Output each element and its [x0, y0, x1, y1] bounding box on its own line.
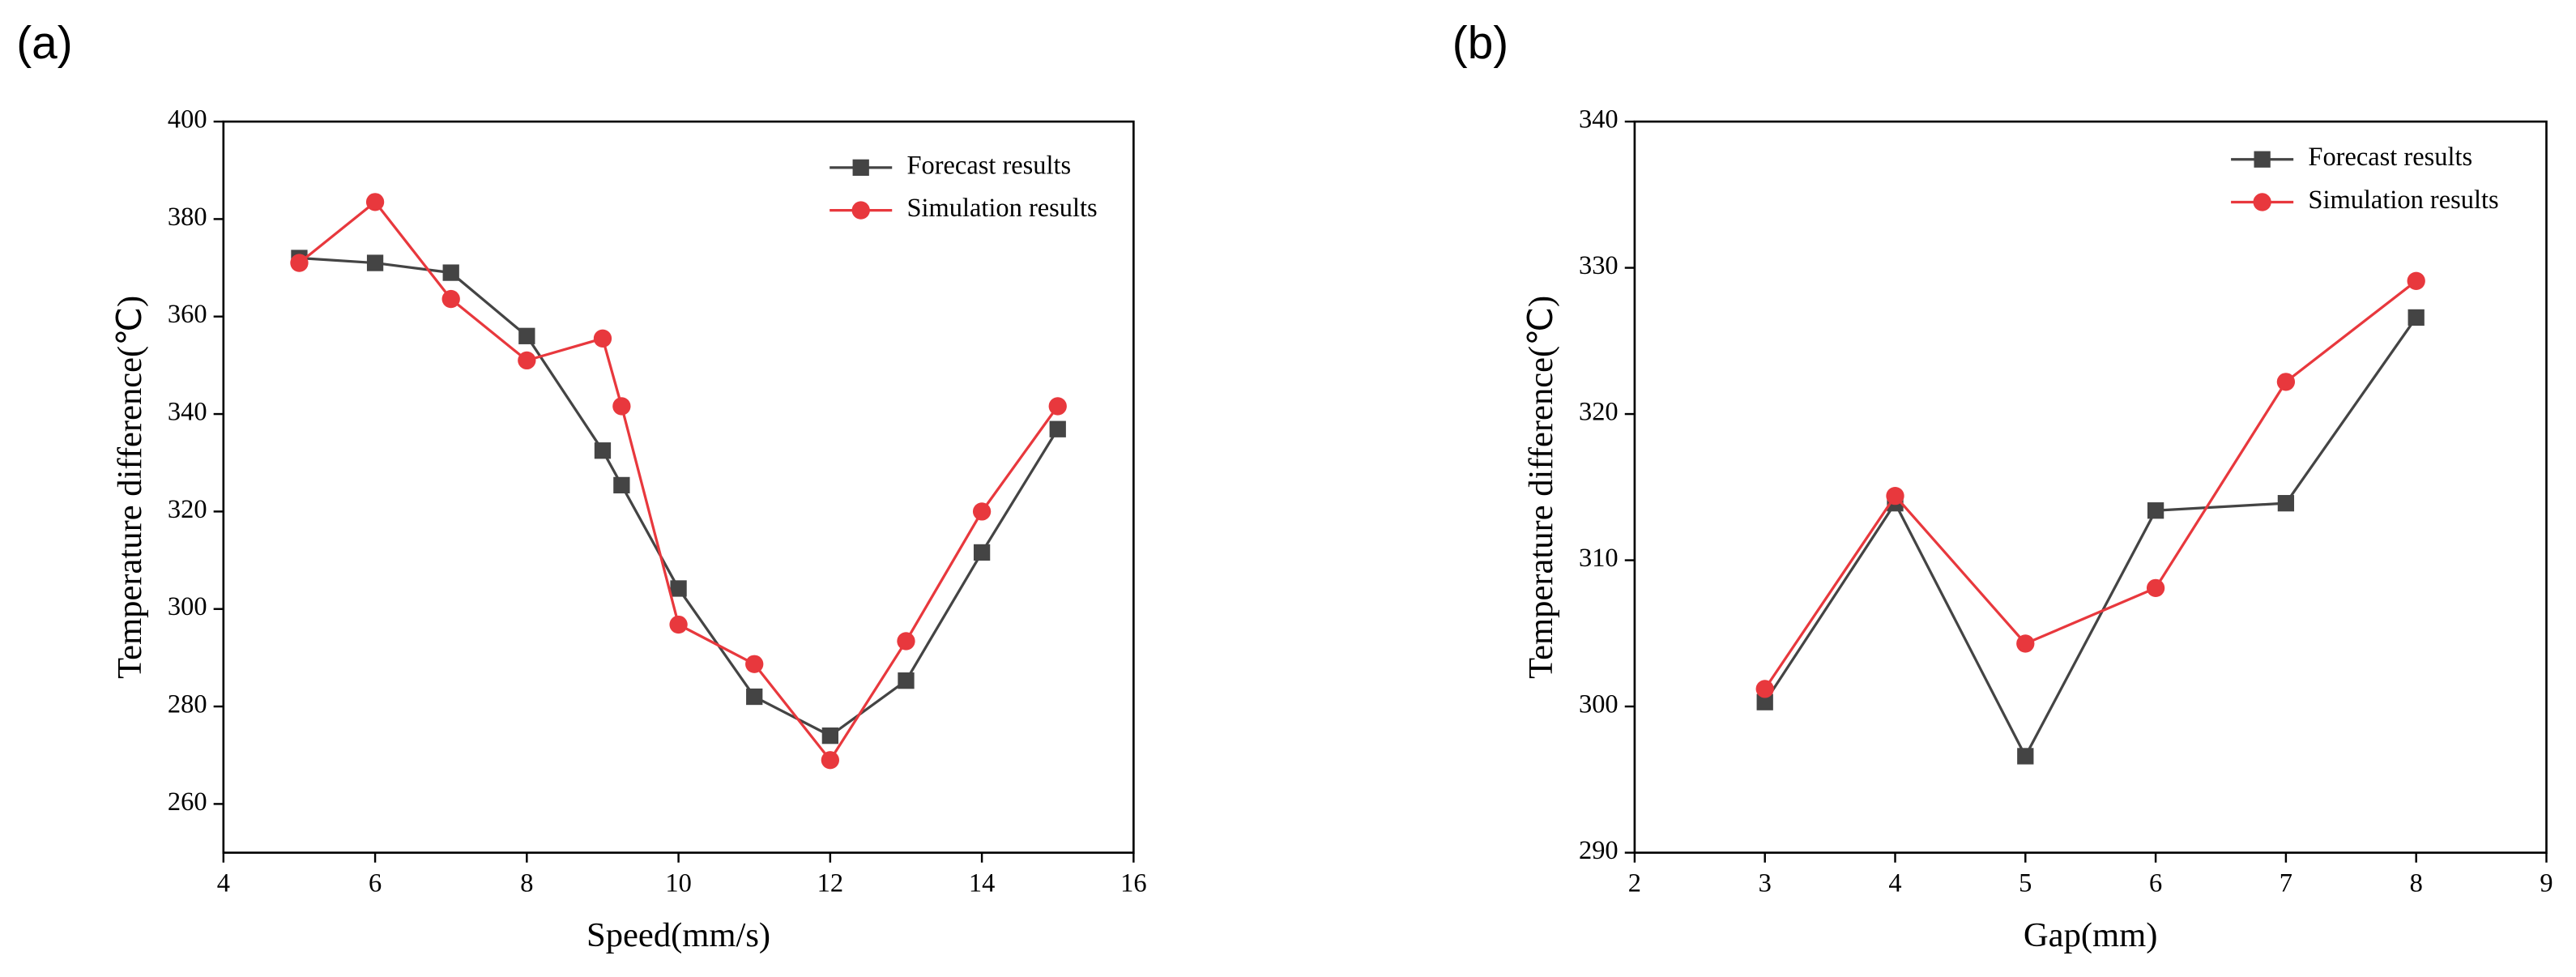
circle-marker: [2146, 578, 2165, 598]
circle-marker: [851, 201, 870, 220]
x-axis-title: Speed(mm/s): [586, 916, 770, 954]
y-tick-label: 340: [168, 398, 207, 427]
y-tick-label: 290: [1579, 836, 1619, 865]
y-tick-label: 300: [1579, 689, 1619, 719]
circle-marker: [2407, 271, 2425, 290]
chart: (a) 4 6 8 10 12 14 16 260 280 300 320 340 360 380 400 Sp…: [16, 18, 1146, 954]
y-tick-label: 360: [168, 300, 207, 329]
x-tick-label: 8: [2410, 869, 2423, 898]
legend-label: Forecast results: [906, 151, 1071, 180]
square-marker: [2017, 748, 2034, 765]
circle-marker: [365, 193, 385, 211]
y-tick-label: 260: [168, 787, 207, 817]
square-marker: [2254, 151, 2271, 168]
series-line: [298, 200, 1060, 763]
square-marker: [973, 544, 991, 561]
square-marker: [2147, 502, 2164, 519]
legend-label: Simulation results: [906, 194, 1097, 223]
x-tick-label: 9: [2540, 869, 2553, 898]
series-line: [299, 256, 1060, 738]
legend-label: Forecast results: [2308, 143, 2472, 172]
circle-marker: [821, 751, 840, 770]
square-marker: [898, 672, 915, 689]
square-marker: [1756, 693, 1773, 710]
legend-label: Simulation results: [2308, 186, 2498, 215]
circle-marker: [1048, 397, 1067, 416]
x-tick-label: 3: [1759, 869, 1772, 898]
plot-frame: [222, 120, 1135, 854]
circle-marker: [2253, 193, 2271, 211]
circle-marker: [972, 502, 992, 521]
x-tick-label: 10: [665, 869, 691, 898]
circle-marker: [669, 615, 688, 634]
y-axis-title: Temperature difference(℃): [111, 296, 149, 679]
y-tick-label: 280: [168, 689, 207, 719]
chart: (b) 2 3 4 5 6 7 8 9 290 300 310 320 330 340 Gap(mm) Temp…: [1452, 18, 2553, 954]
series-line: [1764, 317, 2418, 759]
square-marker: [518, 327, 535, 344]
square-marker: [821, 727, 838, 744]
x-tick-label: 6: [2149, 869, 2162, 898]
circle-marker: [518, 351, 536, 370]
circle-marker: [593, 329, 612, 348]
x-axis-title: Gap(mm): [2024, 916, 2158, 954]
x-tick-label: 14: [969, 869, 995, 898]
y-axis-title: Temperature difference(℃): [1522, 296, 1560, 679]
plot-frame: [1633, 120, 2548, 854]
circle-marker: [1755, 680, 1774, 698]
square-marker: [746, 688, 763, 706]
y-tick-label: 340: [1579, 105, 1619, 134]
x-tick-label: 4: [217, 869, 230, 898]
y-tick-label: 300: [168, 592, 207, 621]
x-tick-label: 16: [1120, 869, 1146, 898]
x-tick-label: 7: [2280, 869, 2292, 898]
circle-marker: [897, 632, 915, 651]
y-tick-label: 320: [168, 495, 207, 524]
panel-label: (a): [16, 18, 72, 69]
square-marker: [670, 580, 687, 597]
square-marker: [852, 159, 869, 177]
circle-marker: [2016, 634, 2035, 653]
y-tick-label: 380: [168, 203, 207, 232]
x-tick-label: 2: [1628, 869, 1641, 898]
circle-marker: [745, 655, 764, 673]
x-tick-label: 5: [2019, 869, 2032, 898]
square-marker: [442, 264, 459, 281]
circle-marker: [1886, 486, 1904, 506]
y-tick-label: 310: [1579, 544, 1619, 573]
circle-marker: [290, 254, 309, 272]
x-tick-label: 12: [817, 869, 843, 898]
square-marker: [613, 476, 630, 494]
y-tick-label: 320: [1579, 398, 1619, 427]
series-line: [1764, 279, 2417, 690]
circle-marker: [612, 397, 631, 416]
x-tick-label: 4: [1888, 869, 1901, 898]
square-marker: [2408, 309, 2425, 326]
y-tick-label: 400: [168, 105, 207, 134]
x-tick-label: 6: [369, 869, 382, 898]
square-marker: [2277, 495, 2295, 512]
square-marker: [594, 442, 612, 459]
circle-marker: [441, 289, 460, 309]
y-tick-label: 330: [1579, 251, 1619, 280]
square-marker: [366, 254, 384, 271]
circle-marker: [2276, 373, 2296, 391]
panel-label: (b): [1452, 18, 1508, 69]
x-tick-label: 8: [520, 869, 533, 898]
square-marker: [1049, 420, 1066, 437]
